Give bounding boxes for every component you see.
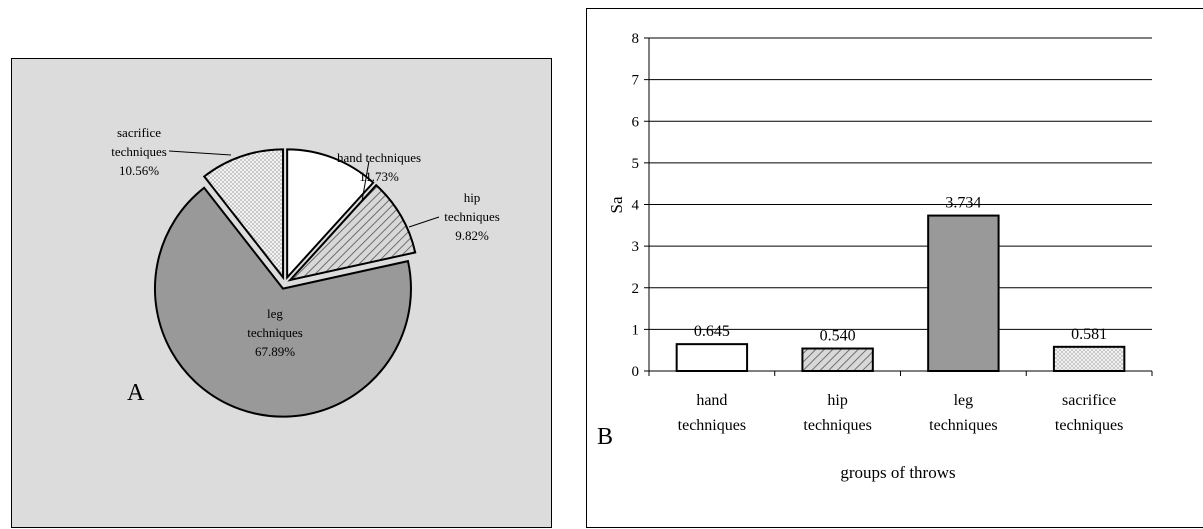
bar-value-label-hand: 0.645: [694, 323, 730, 340]
pie-category-label-leg: leg: [267, 306, 283, 321]
pie-category-label-sacrifice: sacrifice: [117, 125, 161, 140]
x-category-label-sacrifice: techniques: [1055, 417, 1123, 434]
pie-slice-leg: [154, 186, 412, 418]
panel-letter-b: B: [597, 424, 613, 450]
panel-letter-a: A: [127, 380, 145, 406]
bar-value-label-leg: 3.734: [945, 195, 981, 212]
bar-hip: [801, 347, 874, 372]
pie-chart-panel: hand techniques 11.73% hip techniques 9.82% l…: [11, 58, 552, 528]
x-category-label-hip: hip: [827, 392, 847, 409]
y-tick-label: 6: [632, 114, 640, 130]
x-category-label-sacrifice: sacrifice: [1062, 392, 1116, 409]
y-tick-label: 7: [632, 73, 640, 89]
pie-value-label-leg: 67.89%: [255, 344, 295, 359]
y-axis-title: Sa: [607, 196, 626, 213]
pie-leader-line-hip: [408, 216, 440, 228]
pie-chart: hand techniques 11.73% hip techniques 9.82% l…: [111, 125, 500, 418]
pie-value-label-hip: 9.82%: [455, 228, 489, 243]
y-tick-label: 3: [632, 239, 640, 255]
bar-value-label-sacrifice: 0.581: [1071, 326, 1107, 343]
bar-value-label-hip: 0.540: [820, 328, 856, 345]
x-category-label-hand: hand: [696, 392, 727, 409]
y-tick-label: 5: [632, 156, 640, 172]
pie-slice-sacrifice: [202, 148, 285, 281]
pie-leader-line-sacrifice: [168, 150, 232, 156]
x-axis-title: groups of throws: [840, 463, 955, 482]
x-category-label-hand: techniques: [678, 417, 746, 434]
pie-slice-hand: [286, 148, 375, 280]
bar-sacrifice: [1052, 345, 1126, 373]
y-tick-label: 1: [632, 322, 640, 338]
y-tick-label: 4: [632, 198, 640, 214]
y-tick-label: 2: [632, 281, 640, 297]
pie-category-label-hand: hand techniques: [337, 150, 421, 165]
pie-value-label-sacrifice: 10.56%: [119, 163, 159, 178]
bar-chart-panel: 0 1 2 3 4 5 6 7 8 0.645 hand techniques 0.540 hip tech…: [586, 8, 1203, 528]
x-category-label-leg: techniques: [929, 417, 997, 434]
pie-category-label-hip: hip: [464, 190, 481, 205]
pie-category-label-leg: techniques: [247, 325, 303, 340]
x-category-label-leg: leg: [954, 392, 974, 409]
bar-chart: 0 1 2 3 4 5 6 7 8 0.645 hand techniques 0.540 hip tech…: [597, 31, 1153, 482]
pie-category-label-hip: techniques: [444, 209, 500, 224]
pie-value-label-hand: 11.73%: [359, 169, 399, 184]
bar-leg: [927, 214, 1000, 372]
bar-hand: [675, 343, 749, 373]
y-tick-label: 0: [632, 364, 640, 380]
pie-category-label-sacrifice: techniques: [111, 144, 167, 159]
y-tick-label: 8: [632, 31, 640, 47]
pie-leader-line-hand: [361, 160, 370, 202]
x-category-label-hip: techniques: [803, 417, 871, 434]
pie-slice-hip: [287, 183, 417, 282]
